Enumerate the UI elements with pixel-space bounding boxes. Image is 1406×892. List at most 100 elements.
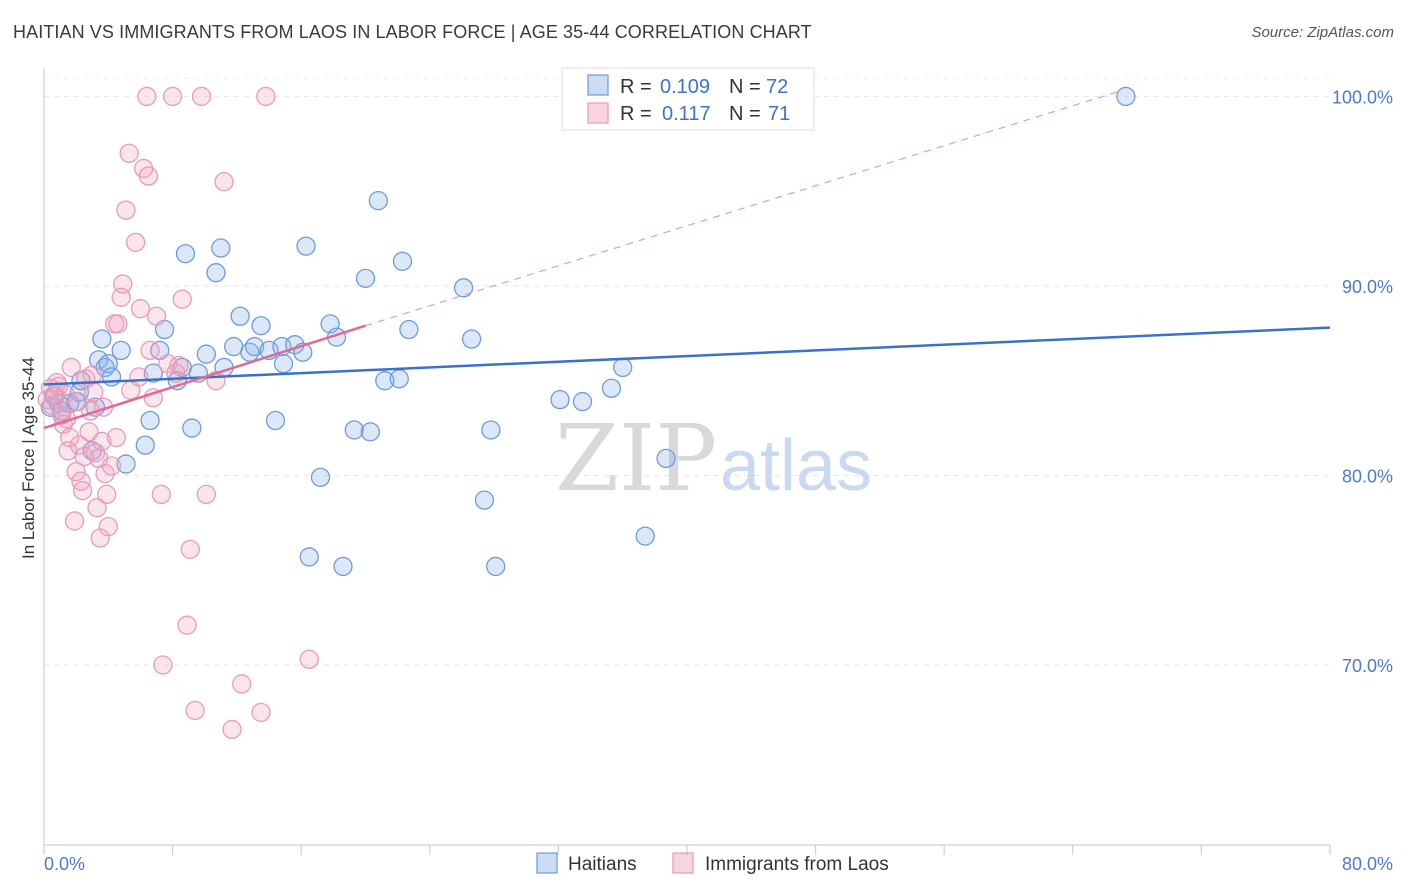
- laos-point: [97, 484, 117, 505]
- laos-point: [232, 674, 252, 694]
- haitians-point: [111, 340, 131, 361]
- watermark-zip: ZIP: [555, 405, 717, 512]
- haitians-point: [116, 454, 136, 474]
- laos-point: [138, 166, 159, 186]
- bottom-legend-swatch-laos: [672, 852, 694, 874]
- haitians-point: [486, 556, 506, 577]
- laos-point: [125, 232, 146, 253]
- legend-r-value-1: 0.109: [660, 76, 710, 98]
- laos-point: [130, 299, 151, 319]
- haitians-point: [92, 329, 112, 349]
- y-tick-label: 100.0%: [1332, 87, 1393, 107]
- haitians-point: [143, 363, 163, 383]
- chart-source: Source: ZipAtlas.com: [1251, 24, 1394, 41]
- haitians-point: [135, 435, 155, 455]
- laos-point: [251, 702, 271, 722]
- haitians-point: [310, 467, 331, 487]
- legend-r-label-1: R =: [620, 76, 652, 98]
- laos-point: [108, 314, 128, 334]
- laos-point: [119, 143, 139, 163]
- haitians-point: [101, 367, 122, 387]
- laos-point: [180, 539, 200, 560]
- bottom-legend-laos: Immigrants from Laos: [705, 854, 889, 875]
- haitians-point: [572, 391, 593, 412]
- laos-point: [92, 431, 112, 451]
- legend-r-label-2: R =: [620, 103, 652, 125]
- watermark-atlas: atlas: [720, 426, 872, 506]
- haitians-point: [299, 547, 319, 567]
- laos-point: [66, 462, 86, 482]
- laos-point: [222, 719, 242, 740]
- laos-point: [196, 484, 217, 505]
- laos-point: [68, 391, 88, 412]
- haitians-point: [453, 278, 474, 298]
- haitians-point: [375, 371, 395, 391]
- legend-n-value-2: 71: [768, 103, 790, 125]
- laos-point: [79, 422, 99, 442]
- haitians-point: [211, 238, 231, 258]
- trendlines: [43, 90, 1331, 430]
- laos-point: [98, 516, 118, 537]
- haitians-point: [224, 336, 244, 357]
- y-tick-label: 80.0%: [1342, 466, 1393, 486]
- laos-point: [172, 289, 192, 309]
- legend-r-value-2: 0.117: [662, 103, 711, 125]
- haitians-point: [392, 251, 413, 271]
- laos-point: [143, 388, 163, 408]
- haitians-trendline: [43, 326, 1331, 386]
- laos-point: [61, 357, 81, 378]
- haitians-point: [273, 353, 294, 374]
- haitians-point: [601, 378, 622, 398]
- haitians-point: [230, 306, 250, 326]
- laos-point: [214, 172, 234, 192]
- legend-n-label-1: N =: [729, 76, 761, 98]
- laos-point: [60, 427, 80, 448]
- haitians-point: [175, 244, 196, 264]
- laos-point: [106, 427, 126, 448]
- haitians-point: [1116, 86, 1136, 107]
- haitians-point: [613, 357, 633, 378]
- haitians-point: [251, 316, 271, 336]
- laos-point: [48, 376, 69, 397]
- laos-point: [169, 355, 189, 376]
- haitians-point: [333, 556, 353, 577]
- laos-point: [95, 463, 115, 484]
- laos-point: [64, 511, 85, 531]
- laos-point: [151, 484, 171, 505]
- laos-point: [82, 365, 102, 385]
- laos-point: [185, 700, 205, 721]
- laos-point: [85, 443, 106, 463]
- haitians-point: [196, 344, 217, 364]
- top-legend: R = 0.109 N = 72 R = 0.117 N = 71: [561, 67, 815, 131]
- laos-point: [177, 615, 197, 635]
- y-tick-labels: 70.0% 80.0% 90.0% 100.0%: [1332, 87, 1393, 676]
- haitians-point: [244, 336, 265, 357]
- series-laos: [37, 86, 319, 740]
- haitians-point: [389, 369, 409, 389]
- x-ticks: [43, 845, 1331, 855]
- haitians-point: [265, 410, 286, 431]
- laos-point: [137, 86, 157, 107]
- haitians-point: [481, 420, 501, 440]
- laos-point: [87, 498, 107, 518]
- laos-point: [146, 306, 167, 326]
- haitians-point: [461, 329, 482, 349]
- legend-swatch-pink: [587, 102, 609, 124]
- y-tick-label: 70.0%: [1342, 656, 1393, 676]
- haitians-point: [182, 418, 202, 438]
- haitians-point: [140, 410, 160, 431]
- laos-point: [72, 480, 93, 501]
- watermark: ZIP atlas: [555, 405, 872, 512]
- legend-box: [561, 67, 815, 131]
- haitians-point: [635, 526, 655, 546]
- haitians-point: [206, 263, 226, 283]
- laos-point: [101, 456, 122, 476]
- bottom-legend-haitians: Haitians: [568, 854, 637, 875]
- laos-point: [256, 86, 276, 107]
- bottom-legend: Haitians Immigrants from Laos: [536, 852, 889, 875]
- chart-title: HAITIAN VS IMMIGRANTS FROM LAOS IN LABOR…: [13, 22, 812, 42]
- haitians-point: [296, 236, 316, 256]
- laos-trendline: [43, 324, 366, 430]
- laos-point: [74, 446, 94, 467]
- grid-lines: [44, 77, 1330, 666]
